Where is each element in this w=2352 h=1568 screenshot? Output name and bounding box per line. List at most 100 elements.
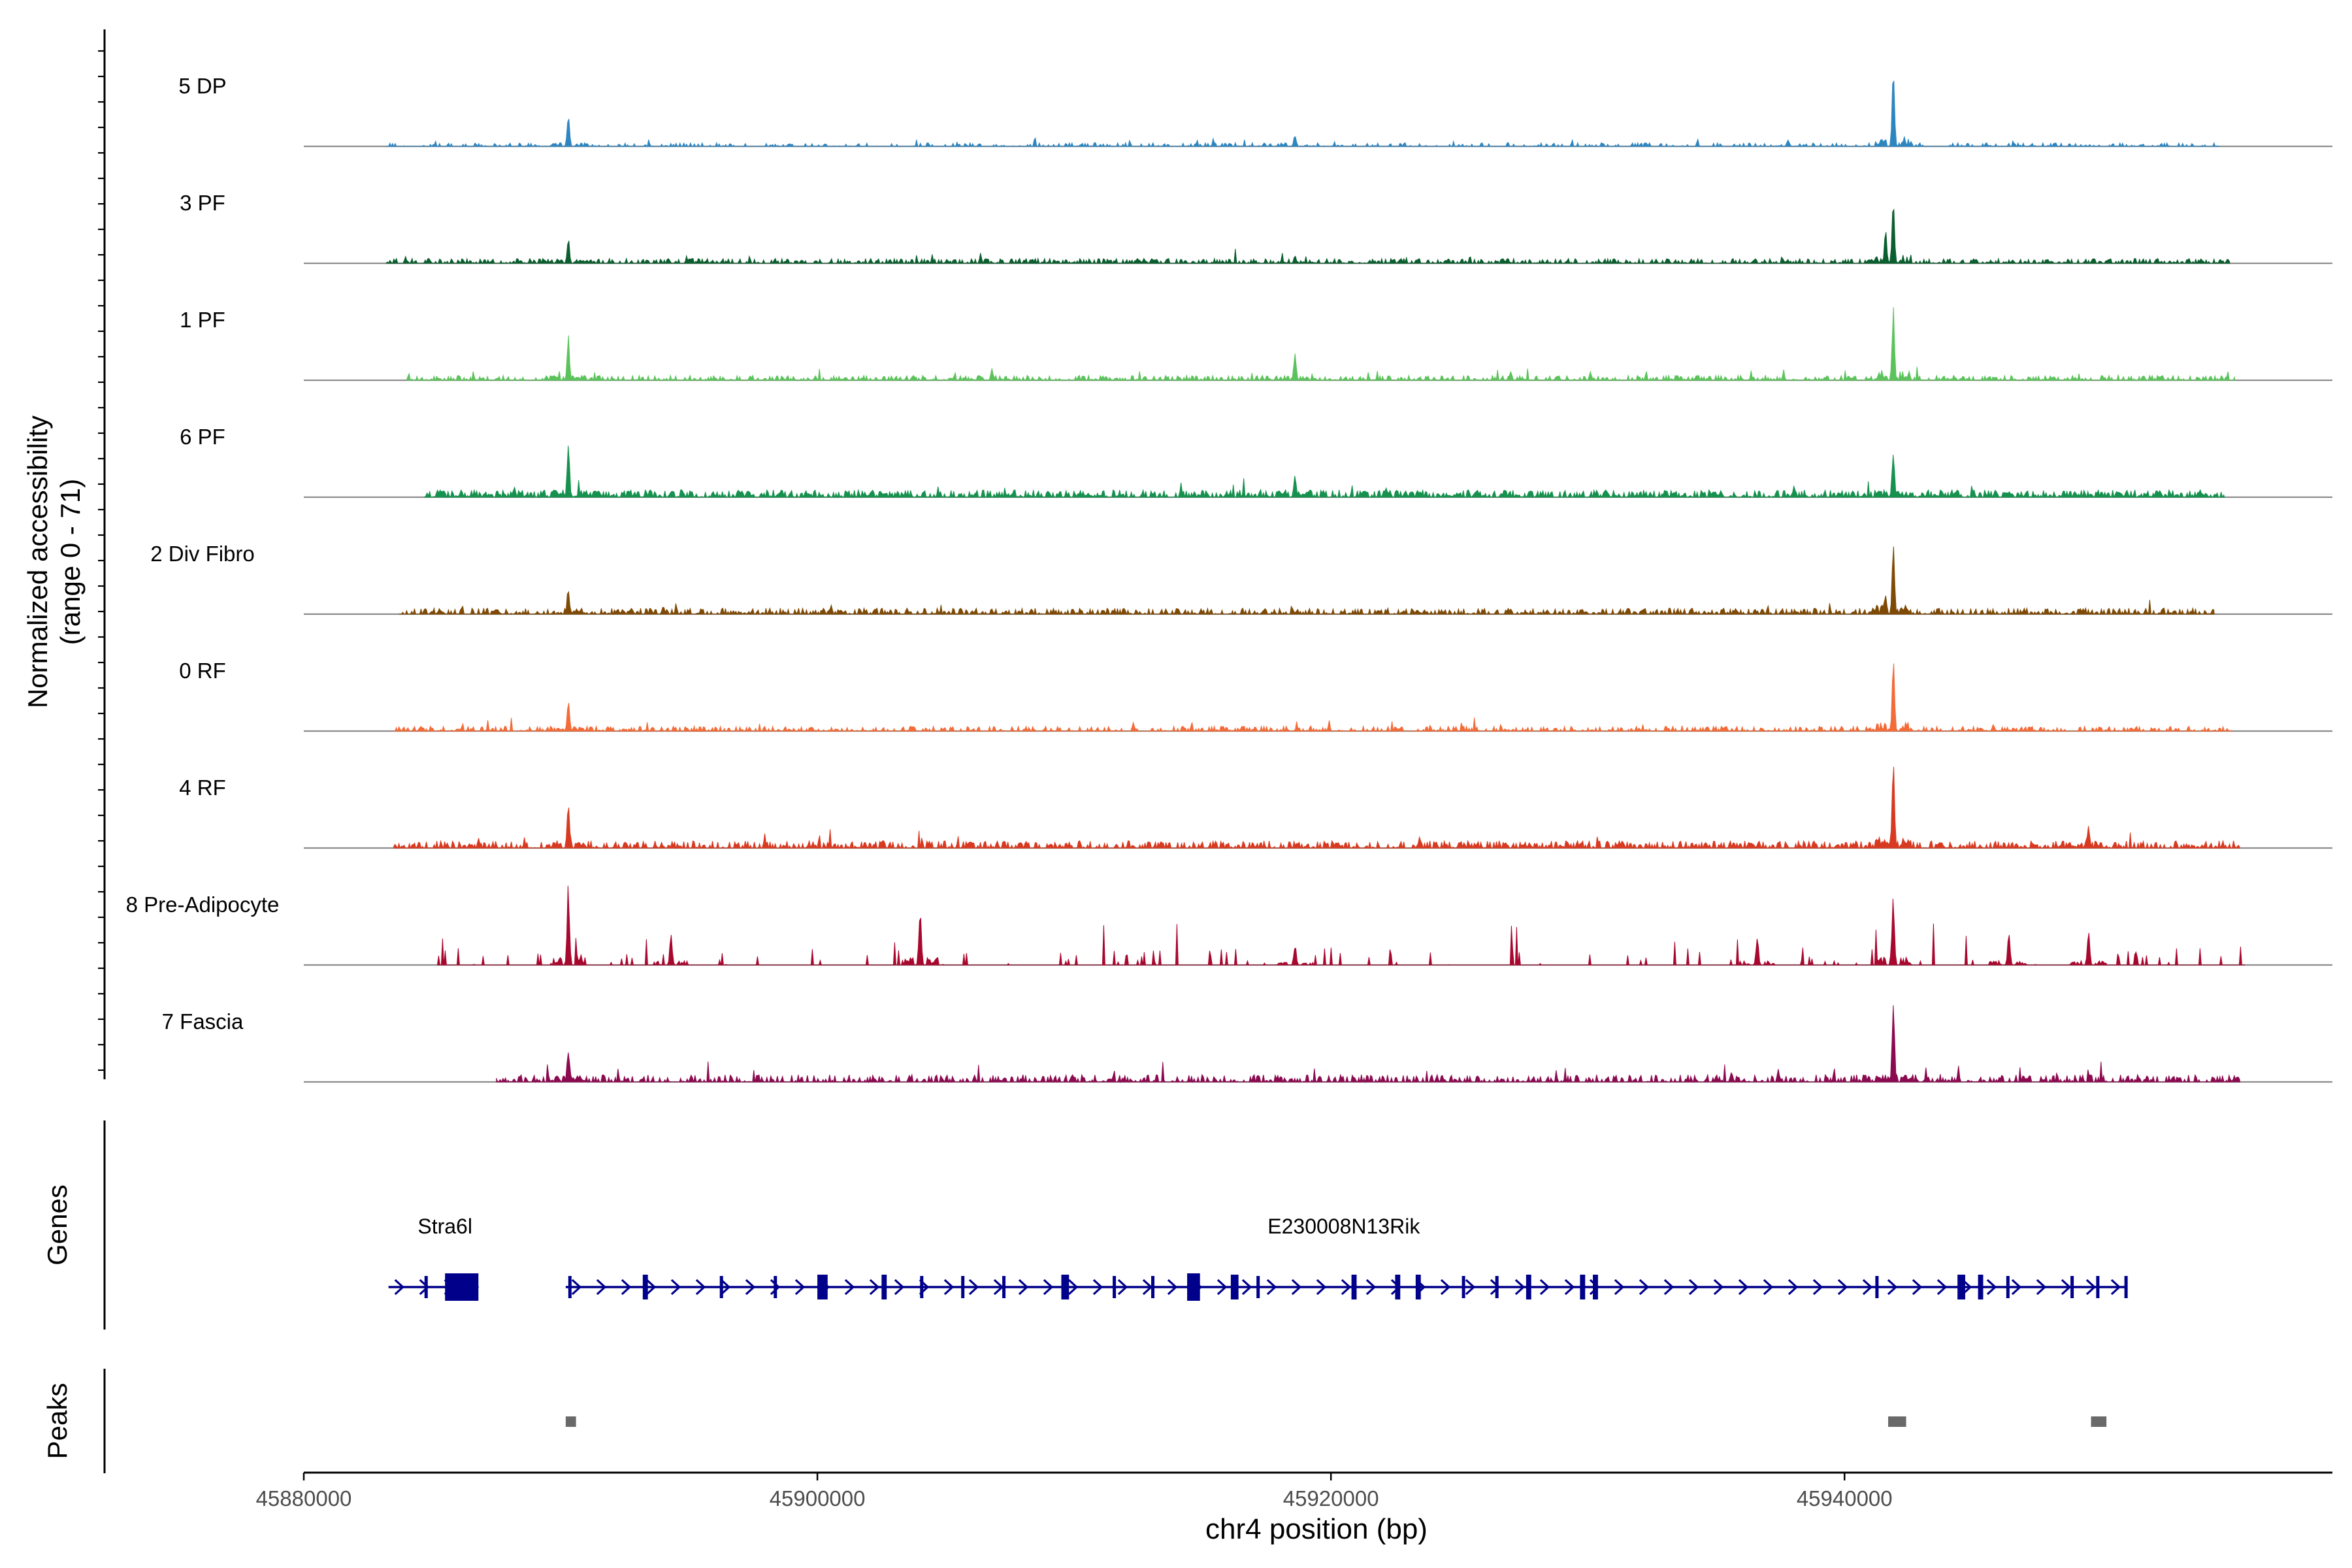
strand-arrow [1291,1279,1302,1296]
strand-arrow [1936,1279,1948,1296]
strand-arrow [1142,1279,1153,1296]
strand-arrow [1614,1279,1625,1296]
exon [1256,1276,1260,1298]
exon [1187,1273,1200,1301]
track-label: 3 PF [180,191,225,215]
exon [719,1276,723,1298]
y-axis-ticks [98,50,105,1071]
coverage-area [436,885,2246,966]
exon [1875,1276,1879,1298]
strand-arrow [720,1279,731,1296]
exon [1113,1276,1117,1298]
strand-arrow [2036,1279,2047,1296]
exon [1978,1275,1984,1299]
track-0-rf: 0 RF [179,659,2332,732]
coverage-area [496,1005,2241,1083]
strand-arrow [571,1279,582,1296]
strand-arrow [1440,1279,1451,1296]
strand-arrow [1912,1279,1923,1296]
exon [1002,1276,1006,1298]
x-tick-label: 45940000 [1797,1486,1893,1511]
exon [774,1276,777,1298]
exon [1495,1276,1499,1298]
strand-arrow [621,1279,632,1296]
track-label: 6 PF [180,425,225,449]
strand-arrow [993,1279,1004,1296]
x-tick-label: 45880000 [256,1486,352,1511]
strand-arrow [1217,1279,1228,1296]
strand-arrow [894,1279,905,1296]
exon [1415,1275,1421,1299]
strand-arrow [1365,1279,1377,1296]
strand-arrow [645,1279,657,1296]
y-axis-title: Normalized accessibility (range 0 - 71) [22,416,86,708]
strand-arrow [770,1279,781,1296]
track-label: 1 PF [180,308,225,332]
strand-arrow [695,1279,706,1296]
track-3-pf: 3 PF [180,191,2332,265]
strand-arrow [1788,1279,1799,1296]
track-label: 4 RF [179,776,226,800]
strand-arrow [1539,1279,1550,1296]
exon [642,1275,648,1299]
exon [445,1273,479,1301]
strand-arrow [869,1279,880,1296]
exon [961,1276,965,1298]
exon [1351,1275,1357,1299]
track-7-fascia: 7 Fascia [162,1005,2332,1083]
track-5-dp: 5 DP [178,74,2332,148]
track-1-pf: 1 PF [180,306,2332,382]
exon [1395,1275,1401,1299]
strand-arrow [1837,1279,1848,1296]
coverage-area [385,208,2230,265]
strand-arrow [1018,1279,1029,1296]
x-tick-label: 45920000 [1283,1486,1379,1511]
strand-arrow [968,1279,979,1296]
strand-arrow [794,1279,806,1296]
strand-arrow [670,1279,681,1296]
track-label: 2 Div Fibro [150,542,255,566]
strand-arrow [1316,1279,1327,1296]
track-label: 8 Pre-Adipocyte [126,892,280,917]
track-label: 0 RF [179,659,226,683]
gene-e230008n13rik: E230008N13Rik [565,1215,2128,1301]
strand-arrow [1465,1279,1476,1296]
track-2-div-fibro: 2 Div Fibro [150,542,2332,615]
strand-arrow [1986,1279,1997,1296]
gene-stra6l: Stra6l [388,1215,480,1301]
strand-arrow [1763,1279,1774,1296]
strand-arrow [1167,1279,1178,1296]
strand-arrow [1341,1279,1352,1296]
coverage-area [393,766,2241,849]
strand-arrow [2011,1279,2022,1296]
gene-label: E230008N13Rik [1267,1215,1420,1238]
coverage-area [406,306,2236,382]
strand-arrow [394,1279,405,1296]
strand-arrow [1639,1279,1650,1296]
x-tick-label: 45900000 [770,1486,866,1511]
peak-region [1888,1416,1906,1427]
strand-arrow [1266,1279,1277,1296]
exon [817,1275,828,1299]
exon [2124,1276,2128,1298]
strand-arrow [1068,1279,1079,1296]
exon [2096,1276,2100,1298]
strand-arrow [1812,1279,1823,1296]
exon [568,1276,572,1298]
x-axis: 45880000 45900000 45920000 45940000 [256,1473,1893,1511]
track-8-pre-adipocyte: 8 Pre-Adipocyte [126,885,2332,966]
exon [2006,1276,2010,1298]
exon [1462,1276,1465,1298]
strand-arrow [1043,1279,1054,1296]
strand-arrow [2061,1279,2072,1296]
exon [1230,1275,1239,1299]
gene-annotation-track: Stra6l E230008N13Rik [388,1215,2128,1301]
strand-arrow [1738,1279,1749,1296]
coverage-area [399,546,2215,615]
exon [881,1275,887,1299]
strand-arrow [1514,1279,1526,1296]
track-label: 7 Fascia [162,1009,244,1034]
exon [1580,1275,1586,1299]
genes-panel-label: Genes [42,1184,73,1266]
peaks-track [565,1416,2107,1427]
